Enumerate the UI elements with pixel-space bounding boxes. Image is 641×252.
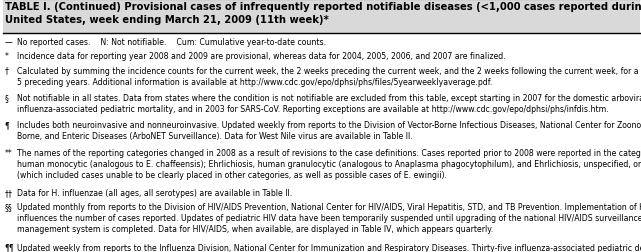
Text: Updated monthly from reports to the Division of HIV/AIDS Prevention, National Ce: Updated monthly from reports to the Divi… bbox=[17, 202, 641, 233]
Text: **: ** bbox=[4, 148, 12, 157]
Text: §§: §§ bbox=[4, 202, 12, 211]
Text: The names of the reporting categories changed in 2008 as a result of revisions t: The names of the reporting categories ch… bbox=[17, 148, 641, 179]
FancyBboxPatch shape bbox=[3, 0, 640, 34]
Text: Calculated by summing the incidence counts for the current week, the 2 weeks pre: Calculated by summing the incidence coun… bbox=[17, 66, 641, 86]
Text: Data for H. influenzae (all ages, all serotypes) are available in Table II.: Data for H. influenzae (all ages, all se… bbox=[17, 188, 292, 197]
Text: †: † bbox=[4, 66, 8, 75]
Text: *: * bbox=[4, 52, 8, 61]
Text: Incidence data for reporting year 2008 and 2009 are provisional, whereas data fo: Incidence data for reporting year 2008 a… bbox=[17, 52, 506, 61]
Text: TABLE I. (Continued) Provisional cases of infrequently reported notifiable disea: TABLE I. (Continued) Provisional cases o… bbox=[5, 2, 641, 25]
Text: §: § bbox=[4, 93, 8, 103]
Text: No reported cases.    N: Not notifiable.    Cum: Cumulative year-to-date counts.: No reported cases. N: Not notifiable. Cu… bbox=[17, 38, 326, 47]
Text: Not notifiable in all states. Data from states where the condition is not notifi: Not notifiable in all states. Data from … bbox=[17, 93, 641, 113]
Text: ††: †† bbox=[4, 188, 12, 197]
Text: Updated weekly from reports to the Influenza Division, National Center for Immun: Updated weekly from reports to the Influ… bbox=[17, 243, 641, 252]
Text: ¶¶: ¶¶ bbox=[4, 243, 14, 252]
Text: —: — bbox=[4, 38, 12, 47]
Text: ¶: ¶ bbox=[4, 121, 10, 130]
Text: Includes both neuroinvasive and nonneuroinvasive. Updated weekly from reports to: Includes both neuroinvasive and nonneuro… bbox=[17, 121, 641, 141]
